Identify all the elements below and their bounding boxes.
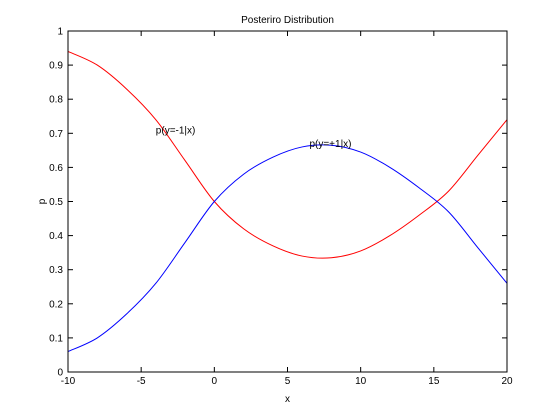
x-tick-label: -5: [137, 376, 146, 387]
x-tick-label: 20: [501, 376, 513, 387]
y-tick-label: 0.6: [49, 163, 63, 174]
y-tick-label: 0.4: [49, 231, 63, 242]
annotations: p(y=-1|x) p(y=+1|x): [156, 125, 352, 150]
x-axis-label: x: [285, 394, 290, 405]
y-tick-label: 0.5: [49, 197, 63, 208]
tick-labels: -10 -5 0 5 10 15 20 0 0.1 0.2 0.3 0.4 0.5 0.6 0.7 0.8 0.…: [49, 27, 513, 388]
y-tick-label: 0.1: [49, 333, 63, 344]
x-tick-label: 10: [355, 376, 367, 387]
series-line-red: [67, 51, 508, 259]
y-axis-label: p: [37, 198, 48, 204]
y-tick-label: 0.8: [49, 95, 63, 106]
x-tick-label: -10: [61, 376, 76, 387]
series-lines: [67, 51, 508, 352]
x-tick-label: 15: [428, 376, 440, 387]
x-tick-label: 5: [285, 376, 291, 387]
y-tick-label: 0: [57, 368, 63, 379]
plot-frame: [67, 30, 508, 373]
annotation-label: p(y=-1|x): [156, 125, 196, 136]
y-tick-label: 0.7: [49, 129, 63, 140]
chart-title: Posteriro Distribution: [241, 15, 334, 26]
y-tick-label: 1: [57, 27, 63, 38]
annotation-label: p(y=+1|x): [309, 139, 351, 150]
y-tick-label: 0.3: [49, 265, 63, 276]
axis-ticks: [67, 30, 508, 373]
y-tick-label: 0.2: [49, 299, 63, 310]
y-tick-label: 0.9: [49, 61, 63, 72]
series-line-blue: [67, 144, 508, 352]
x-tick-label: 0: [212, 376, 218, 387]
